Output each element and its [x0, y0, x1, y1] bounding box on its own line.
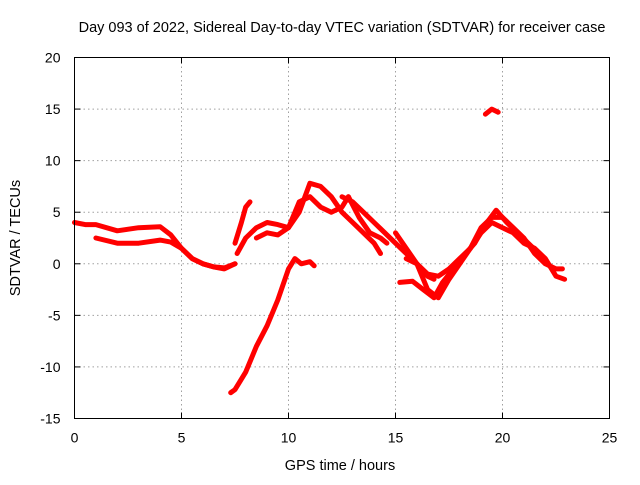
series-line-arc-3 [234, 220, 291, 256]
axis-ticks: 0 5 10 15 20 25 -15 -10 -5 0 5 10 15 20 [40, 50, 617, 446]
plot-frame [74, 57, 610, 419]
series-line-arc-9 [228, 256, 317, 396]
x-tick-label: 5 [178, 430, 186, 446]
y-tick-label: 15 [45, 101, 61, 117]
x-tick-label: 25 [602, 430, 618, 446]
y-tick-label: -15 [40, 411, 60, 427]
series-line-arc-11 [397, 207, 553, 301]
grid [74, 57, 610, 419]
y-tick-label: 0 [53, 256, 61, 272]
series-line-arc-2 [93, 235, 238, 272]
series-line-arc-8 [345, 194, 390, 246]
series-line-arc-12 [403, 220, 568, 282]
x-tick-label: 10 [281, 430, 297, 446]
chart-title: Day 093 of 2022, Sidereal Day-to-day VTE… [79, 20, 606, 36]
series-line-arc-4 [232, 199, 253, 246]
y-tick-label: 5 [53, 204, 61, 220]
series-line-arc-6 [286, 180, 383, 256]
x-tick-label: 0 [71, 430, 79, 446]
y-axis-label: SDTVAR / TECUs [8, 180, 24, 296]
plot-area [72, 106, 568, 396]
y-tick-label: -10 [40, 359, 60, 375]
y-tick-label: -5 [48, 307, 61, 323]
series-line-arc-13 [482, 106, 501, 117]
y-tick-label: 10 [45, 153, 61, 169]
x-tick-label: 15 [388, 430, 404, 446]
y-tick-label: 20 [45, 50, 61, 66]
x-axis-label: GPS time / hours [285, 458, 395, 474]
series-line-arc-1 [72, 220, 238, 271]
x-tick-label: 20 [495, 430, 511, 446]
